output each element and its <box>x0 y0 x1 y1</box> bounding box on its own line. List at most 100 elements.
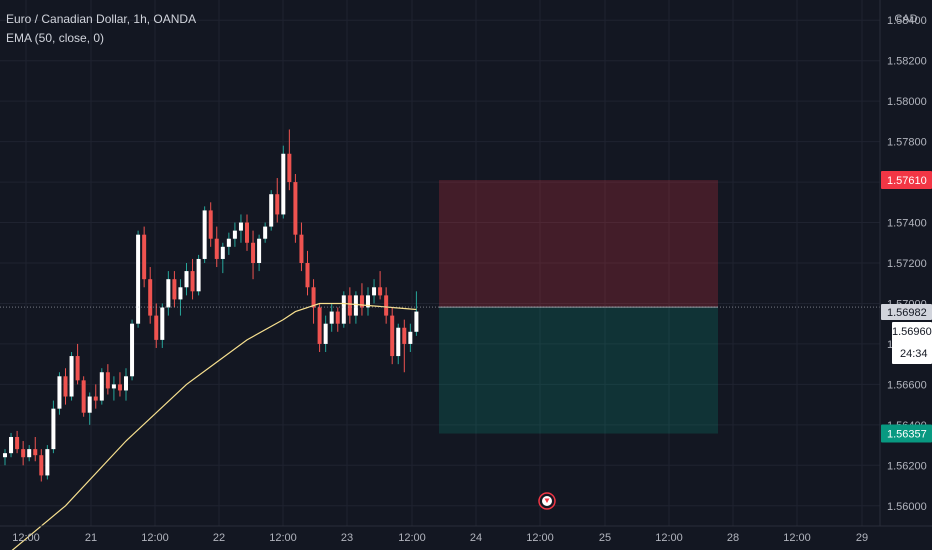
candle <box>196 254 201 296</box>
candle <box>69 352 74 401</box>
candle-body <box>378 287 383 296</box>
candle-body <box>232 230 237 239</box>
candle-body <box>87 396 92 413</box>
candle-body <box>142 234 147 280</box>
candle-body <box>353 295 358 316</box>
candle <box>178 279 183 316</box>
candle-body <box>366 295 370 308</box>
target-price-label: 1.56357 <box>887 429 927 441</box>
y-tick-label: 1.57400 <box>887 218 927 230</box>
candle-body <box>251 242 256 263</box>
event-marker[interactable] <box>538 492 556 510</box>
x-tick-label: 12:00 <box>12 532 40 544</box>
time-axis[interactable]: 12:00 21 12:00 22 12:00 23 12:00 24 12:00 25 12:00… <box>0 525 932 544</box>
candle-body <box>178 287 183 300</box>
x-tick-label: 12:00 <box>141 532 169 544</box>
candle-body <box>39 455 44 476</box>
candle <box>99 368 104 405</box>
candle <box>51 400 56 454</box>
candle <box>353 291 358 324</box>
candle-body <box>414 311 419 332</box>
candle <box>226 232 231 255</box>
x-tick-label: 12:00 <box>269 532 297 544</box>
candle-body <box>9 436 14 454</box>
current-price-label: 1.56960 <box>892 326 932 338</box>
candle-body <box>130 323 135 377</box>
candle <box>305 250 310 296</box>
candle-body <box>190 271 195 292</box>
x-tick-label: 22 <box>213 532 225 544</box>
candle <box>257 234 262 272</box>
chart-legend: Euro / Canadian Dollar, 1h, OANDA EMA (5… <box>6 10 196 48</box>
y-tick-label: 1.56600 <box>887 379 927 391</box>
candle-body <box>275 194 280 215</box>
candle <box>160 303 165 348</box>
candle <box>299 222 304 272</box>
candle <box>269 190 274 231</box>
stop-price-label: 1.57610 <box>887 175 927 187</box>
candle-body <box>299 234 304 263</box>
countdown-label: 24:34 <box>900 348 928 360</box>
candle <box>45 445 50 480</box>
candle-body <box>154 315 159 340</box>
candle-body <box>257 238 262 263</box>
candle-body <box>359 295 364 308</box>
candle <box>275 178 280 223</box>
entry-price-label-bg <box>881 304 932 320</box>
y-tick-label: 1.58400 <box>887 15 927 27</box>
x-tick-label: 29 <box>856 532 868 544</box>
candle-body <box>281 153 286 215</box>
candle <box>39 449 44 482</box>
candle-body <box>384 295 389 316</box>
candle <box>148 267 153 324</box>
candle-body <box>329 311 334 324</box>
candle-body <box>220 246 225 259</box>
candles <box>3 129 419 482</box>
candle <box>335 307 340 332</box>
current-price-box <box>892 322 932 364</box>
candle-body <box>390 315 395 357</box>
candle-body <box>238 222 243 231</box>
candle <box>281 145 286 219</box>
candle <box>87 392 92 425</box>
candle <box>166 271 171 316</box>
grid <box>0 0 880 526</box>
candle-body <box>27 449 32 458</box>
y-tick-label: 1.58200 <box>887 56 927 68</box>
indicator-label[interactable]: EMA (50, close, 0) <box>6 31 105 45</box>
candle-body <box>99 372 104 401</box>
candle-body <box>51 408 56 450</box>
currency-label[interactable]: CAD <box>894 13 917 25</box>
candle <box>341 291 346 328</box>
candle <box>396 323 401 365</box>
candle-body <box>172 279 177 300</box>
candle <box>384 287 389 324</box>
x-tick-label: 23 <box>341 532 353 544</box>
candle <box>33 436 38 462</box>
candle <box>27 445 32 462</box>
candle <box>263 222 268 243</box>
candle <box>57 372 62 415</box>
candle-body <box>3 453 7 458</box>
stop-loss-zone[interactable] <box>439 180 718 308</box>
candle-body <box>245 222 249 243</box>
candle <box>317 303 322 353</box>
candle <box>93 384 98 409</box>
symbol-title[interactable]: Euro / Canadian Dollar, 1h, OANDA <box>6 12 197 26</box>
stop-price-label-bg <box>881 171 932 190</box>
y-tick-label: 1.56200 <box>887 460 927 472</box>
candle-body <box>160 307 165 340</box>
x-tick-label: 25 <box>599 532 611 544</box>
candle-body <box>93 396 98 401</box>
candle-body <box>136 234 141 324</box>
candle <box>3 449 7 466</box>
x-tick-label: 28 <box>727 532 739 544</box>
take-profit-zone[interactable] <box>439 307 718 434</box>
candle-body <box>166 279 171 308</box>
candle-body <box>105 372 110 389</box>
y-tick-label: 1.57800 <box>887 137 927 149</box>
y-tick-label: 1.56000 <box>887 501 927 513</box>
x-tick-label: 12:00 <box>398 532 426 544</box>
candle <box>402 319 407 373</box>
